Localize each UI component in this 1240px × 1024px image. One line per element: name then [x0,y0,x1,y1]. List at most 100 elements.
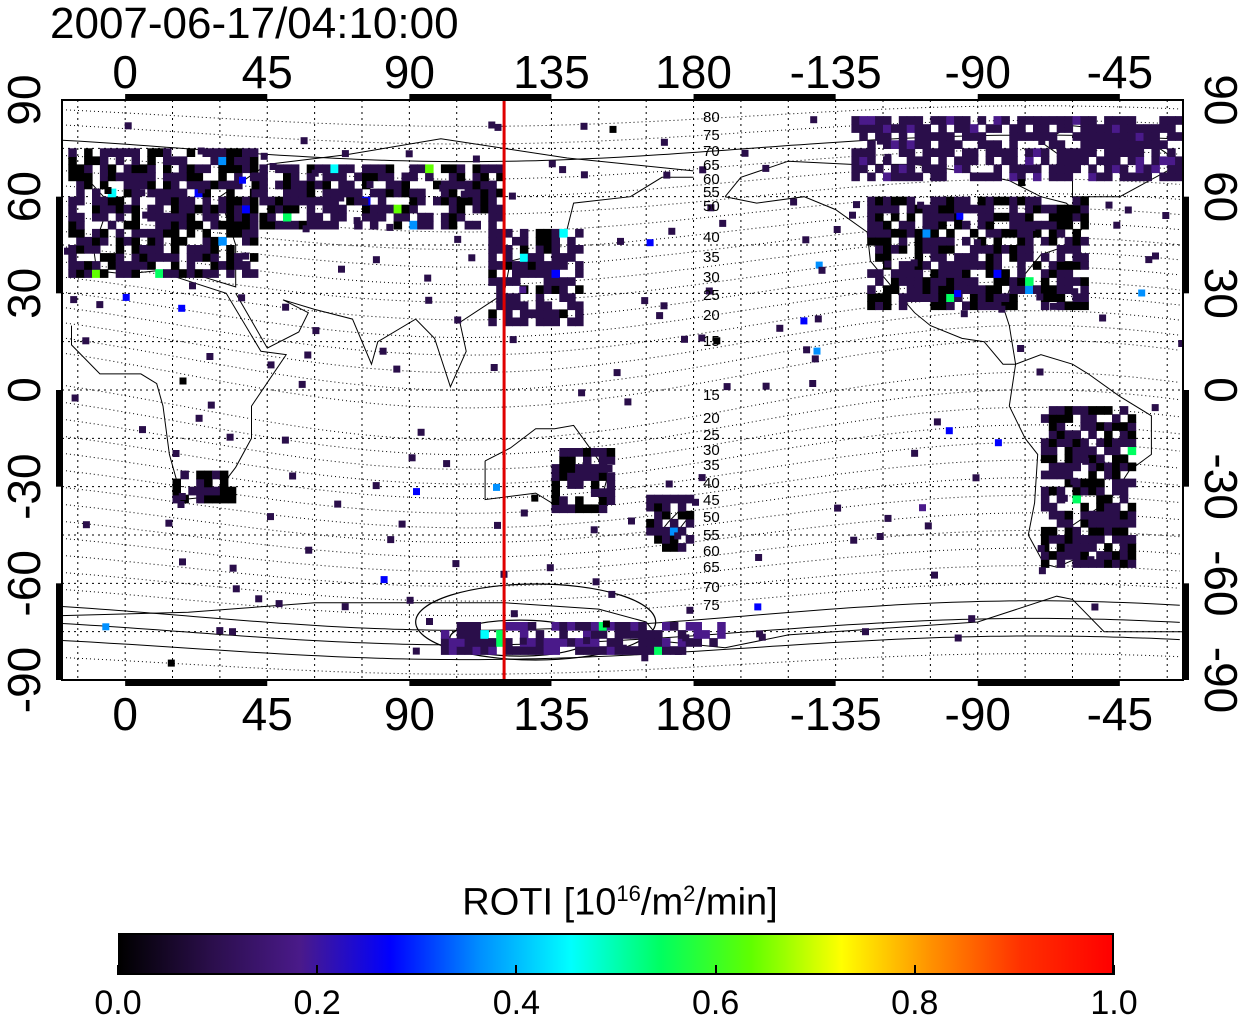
roti-cell [302,225,310,233]
roti-cell [155,196,164,206]
roti-cell [677,510,687,520]
roti-cell [362,164,371,174]
roti-cell [1017,116,1026,125]
roti-cell [275,180,284,190]
roti-cell [131,228,140,238]
roti-cell [226,253,235,262]
roti-cell [186,148,196,157]
roti-cell [155,148,164,157]
roti-cell [1096,486,1105,496]
roti-cell [1080,293,1089,302]
roti-cell [580,122,588,130]
roti-cell [249,253,259,262]
roti-cell [1088,140,1097,149]
roti-cell [417,212,426,222]
magnetic-latitude-label: 80 [703,109,720,126]
roti-cell [1152,252,1159,260]
roti-cell [496,285,505,294]
roti-cell [867,236,876,246]
roti-cell [464,646,474,655]
roti-cell [385,180,395,190]
roti-cell [186,180,196,190]
roti-cell [1127,116,1137,125]
roti-cell [249,228,259,238]
magnetic-latitude-label: 70 [703,579,720,596]
roti-cell [962,277,971,286]
roti-cell [115,148,125,157]
roti-cell [1080,277,1089,286]
roti-cell [962,156,971,166]
magnetic-latitude-label: 60 [703,171,720,188]
roti-cell [598,472,608,481]
roti-cell [229,564,237,572]
roti-cell [306,188,316,198]
roti-cell [930,293,939,302]
roti-cell [567,317,576,327]
roti-cell [194,172,204,182]
roti-cell [1151,156,1160,166]
roti-cell [298,180,308,190]
roti-cell [509,336,517,344]
roti-cell [993,172,1002,182]
roti-cell [194,164,204,174]
roti-cell [178,188,188,198]
roti-cell [583,456,592,465]
roti-cell [147,236,156,246]
roti-cell [170,212,180,222]
roti-cell [875,236,884,246]
roti-cell [906,204,916,214]
roti-cell [849,211,856,219]
roti-cell [1001,277,1010,286]
roti-cell [249,269,259,278]
magnetic-latitude-curve [62,424,1180,485]
roti-cell [1096,454,1105,464]
roti-cell [669,622,679,631]
roti-cell [1072,535,1081,544]
roti-cell [674,648,682,655]
roti-cell [212,470,221,480]
roti-cell [602,620,610,628]
roti-cell [1064,220,1074,230]
roti-cell [70,296,78,304]
roti-cell [131,164,140,174]
roti-cell [249,204,259,214]
roti-cell [512,269,521,278]
roti-cell [1096,422,1105,431]
roti-cell [977,212,987,222]
roti-cell [1033,124,1042,133]
roti-cell [954,253,963,262]
roti-cell [946,261,955,270]
roti-cell [962,285,971,294]
roti-cell [196,478,205,488]
roti-cell [298,220,308,230]
roti-cell [883,220,892,230]
roti-cell [488,253,497,262]
roti-cell [138,173,145,181]
roti-cell [1064,261,1074,270]
roti-cell [338,265,345,273]
roti-cell [1088,526,1097,536]
roti-cell [76,188,85,198]
roti-cell [883,285,892,294]
roti-cell [1167,116,1176,125]
roti-cell [662,638,671,647]
roti-cell [859,132,868,141]
roti-cell [84,180,93,190]
roti-cell [1064,285,1074,294]
magnetic-latitude-curve [62,324,1180,391]
roti-cell [1009,132,1018,141]
roti-cell [551,277,560,286]
roti-cell [985,301,995,311]
roti-cell [186,172,196,182]
roti-cell [1056,535,1066,544]
roti-cell [139,180,148,190]
roti-cell [1088,414,1097,423]
roti-cell [186,196,196,206]
roti-cell [440,220,450,230]
roti-cell [930,285,939,294]
roti-cell [425,212,434,222]
roti-cell [583,448,592,457]
roti-cell [669,494,679,504]
roti-cell [472,220,481,230]
roti-cell [883,140,892,149]
